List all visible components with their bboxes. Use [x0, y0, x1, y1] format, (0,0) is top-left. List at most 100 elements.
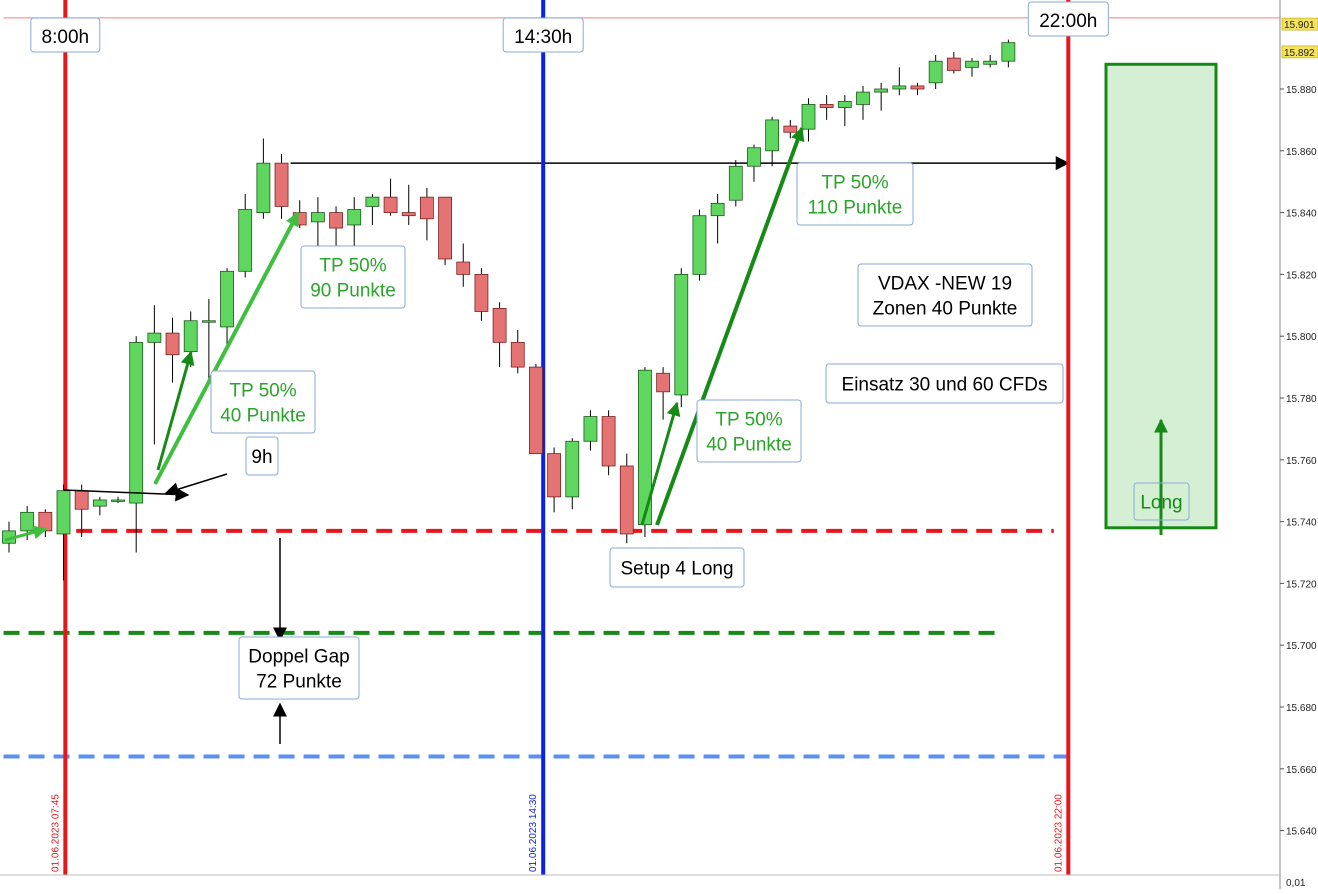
annotation-text-4-0: VDAX -NEW 19 [878, 274, 1012, 295]
candle-6 [111, 496, 125, 504]
candle-24 [438, 196, 452, 266]
annotation-6: TP 50% 40 Punkte [696, 399, 802, 463]
annotation-1: TP 50% 40 Punkte [210, 370, 316, 434]
candle-12 [220, 268, 234, 346]
candle-45 [819, 95, 834, 120]
annotation-8: Doppel Gap 72 Punkte [238, 636, 360, 700]
annotation-7: Setup 4 Long [609, 547, 745, 588]
candle-51 [928, 55, 943, 89]
annotation-9: Long [1133, 482, 1190, 521]
svg-text:15.901: 15.901 [1284, 20, 1315, 31]
annotation-text-0-0: TP 50% [319, 256, 386, 277]
svg-text:15.892: 15.892 [1284, 48, 1315, 59]
annotation-5: Einsatz 30 und 60 CFDs [825, 363, 1064, 404]
candle-38 [692, 209, 707, 281]
candle-47 [856, 85, 870, 120]
tick-label-12: 15.640 [1286, 827, 1317, 838]
annotation-text-2-0: 9h [251, 447, 272, 468]
annotation-text-0-1: 90 Punkte [310, 281, 396, 302]
candle-35 [638, 367, 652, 538]
tick-label-1: 15.860 [1286, 147, 1317, 158]
date-label-1: 01.06.2023 14:30 [528, 794, 539, 872]
candle-49 [892, 67, 907, 96]
tick-label-7: 15.740 [1286, 518, 1317, 529]
candle-40 [728, 160, 743, 207]
annotation-text-1-0: TP 50% [229, 381, 296, 402]
annotation-text-3-1: 110 Punkte [808, 198, 903, 219]
candle-25 [456, 243, 471, 287]
candle-8 [147, 305, 162, 445]
candle-22 [401, 184, 416, 225]
candle-14 [256, 138, 271, 219]
candle-43 [783, 119, 798, 139]
tick-label-5: 15.780 [1286, 394, 1317, 405]
candle-30 [547, 447, 561, 513]
candle-20 [365, 194, 380, 225]
annotation-text-8-0: Doppel Gap [248, 647, 349, 668]
candle-18 [329, 206, 343, 250]
arrows-layer [4, 126, 1168, 744]
candle-28 [510, 330, 525, 374]
axis-bottom-label: 0,01 [1286, 878, 1306, 889]
candle-17 [310, 197, 325, 247]
date-label-0: 01.06.2023 07:45 [50, 794, 61, 872]
candle-32 [583, 410, 598, 451]
annotation-text-5-0: Einsatz 30 und 60 CFDs [842, 375, 1048, 396]
tick-label-8: 15.720 [1286, 579, 1317, 590]
arrow-6 [164, 473, 228, 496]
price-tag-0: 15.901 [1281, 17, 1318, 31]
candle-55 [1001, 39, 1016, 68]
candle-1 [20, 506, 35, 541]
candle-9 [165, 317, 180, 383]
annotation-4: VDAX -NEW 19 Zonen 40 Punkte [857, 263, 1033, 327]
annotation-text-1-1: 40 Punkte [220, 406, 306, 427]
candle-3 [56, 484, 71, 581]
annotation-text-6-1: 40 Punkte [706, 435, 792, 456]
annotation-text-6-0: TP 50% [715, 410, 782, 431]
candle-52 [946, 51, 961, 74]
candle-2 [38, 509, 53, 538]
arrow-2 [4, 525, 48, 542]
candle-26 [474, 268, 489, 321]
tick-label-11: 15.660 [1286, 765, 1317, 776]
candle-23 [420, 187, 434, 241]
annotation-3: TP 50% 110 Punkte [796, 162, 914, 226]
tick-label-10: 15.680 [1286, 703, 1317, 714]
tick-label-6: 15.760 [1286, 456, 1317, 467]
candle-19 [347, 197, 362, 247]
candle-42 [765, 116, 780, 167]
arrow-3 [655, 126, 805, 526]
annotation-0: TP 50% 90 Punkte [300, 245, 406, 309]
tick-label-4: 15.800 [1286, 332, 1317, 343]
tick-label-0: 15.880 [1286, 85, 1317, 96]
horizontal-lines-layer [3, 17, 1280, 759]
time-label-text-2: 22:00h [1039, 11, 1097, 32]
candle-46 [837, 95, 852, 127]
arrow-0 [153, 211, 300, 485]
tick-label-9: 15.700 [1286, 641, 1317, 652]
price-tag-1: 15.892 [1281, 45, 1318, 59]
vertical-lines-layer: 8:00h 01.06.2023 07:45 14:30h 01.06.2023 14… [30, 0, 1109, 875]
candle-5 [92, 496, 107, 516]
candle-27 [492, 302, 507, 368]
candle-7 [129, 336, 144, 553]
candle-39 [710, 194, 725, 244]
annotation-text-4-1: Zonen 40 Punkte [873, 299, 1018, 320]
candle-48 [874, 82, 889, 111]
annotation-2: 9h [245, 436, 279, 476]
candle-11 [201, 299, 216, 383]
annotations-layer: TP 50% 90 Punkte TP 50% 40 Punkte 9h TP 50% 11… [210, 162, 1190, 700]
time-label-text-0: 8:00h [42, 27, 90, 48]
candle-21 [383, 178, 398, 216]
candle-29 [529, 364, 543, 455]
candle-34 [619, 453, 634, 544]
candle-4 [74, 484, 89, 538]
annotation-text-3-0: TP 50% [821, 173, 888, 194]
time-label-1: 14:30h [502, 17, 584, 53]
time-label-0: 8:00h [30, 17, 101, 53]
annotation-text-9-0: Long [1140, 493, 1182, 514]
candle-44 [801, 98, 816, 142]
arrow-1 [156, 350, 195, 471]
